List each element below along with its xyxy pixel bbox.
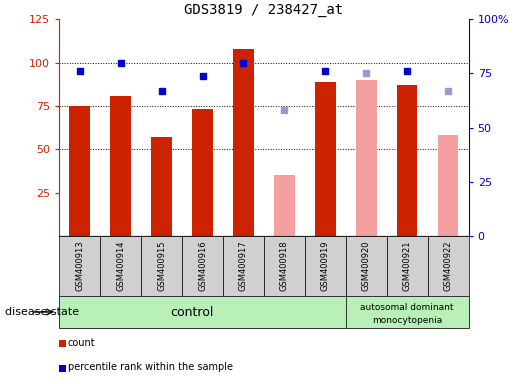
Bar bbox=[59, 296, 346, 328]
Bar bbox=[100, 236, 141, 296]
Text: GSM400921: GSM400921 bbox=[403, 241, 411, 291]
Bar bbox=[356, 80, 376, 236]
Text: GSM400922: GSM400922 bbox=[444, 241, 453, 291]
Bar bbox=[397, 85, 418, 236]
Text: autosomal dominant: autosomal dominant bbox=[360, 303, 454, 311]
Title: GDS3819 / 238427_at: GDS3819 / 238427_at bbox=[184, 3, 344, 17]
Bar bbox=[233, 49, 254, 236]
Bar bbox=[182, 236, 223, 296]
Text: GSM400918: GSM400918 bbox=[280, 241, 289, 291]
Bar bbox=[192, 109, 213, 236]
Text: control: control bbox=[170, 306, 214, 318]
Bar bbox=[427, 236, 469, 296]
Bar bbox=[274, 175, 295, 236]
Text: monocytopenia: monocytopenia bbox=[372, 316, 442, 324]
Text: count: count bbox=[67, 338, 95, 348]
Bar bbox=[305, 236, 346, 296]
Bar bbox=[59, 340, 66, 347]
Bar bbox=[223, 236, 264, 296]
Bar bbox=[59, 236, 100, 296]
Text: GSM400916: GSM400916 bbox=[198, 241, 207, 291]
Bar bbox=[387, 236, 427, 296]
Text: GSM400913: GSM400913 bbox=[75, 241, 84, 291]
Bar bbox=[315, 82, 336, 236]
Bar bbox=[346, 296, 469, 328]
Bar bbox=[141, 236, 182, 296]
Text: GSM400914: GSM400914 bbox=[116, 241, 125, 291]
Text: GSM400915: GSM400915 bbox=[157, 241, 166, 291]
Bar bbox=[151, 137, 172, 236]
Bar bbox=[438, 136, 458, 236]
Text: disease state: disease state bbox=[5, 307, 79, 317]
Text: GSM400920: GSM400920 bbox=[362, 241, 371, 291]
Bar bbox=[264, 236, 305, 296]
Bar bbox=[59, 365, 66, 372]
Bar bbox=[70, 106, 90, 236]
Bar bbox=[110, 96, 131, 236]
Text: GSM400917: GSM400917 bbox=[239, 241, 248, 291]
Text: percentile rank within the sample: percentile rank within the sample bbox=[67, 362, 233, 372]
Bar bbox=[346, 236, 387, 296]
Text: GSM400919: GSM400919 bbox=[321, 241, 330, 291]
